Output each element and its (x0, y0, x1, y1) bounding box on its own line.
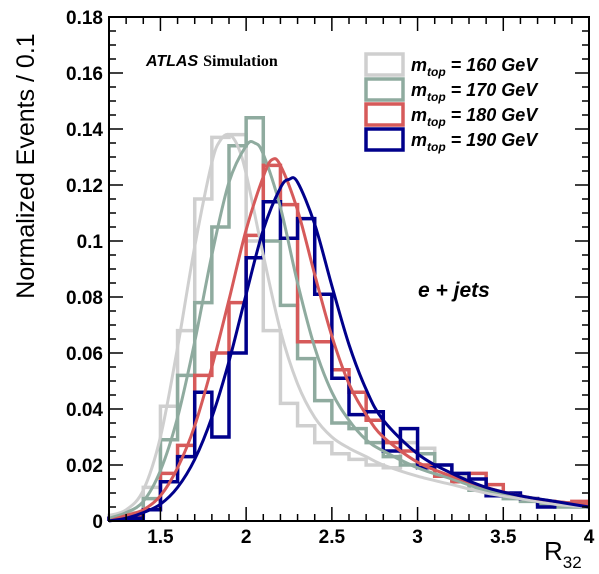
x-tick-label: 4 (584, 527, 595, 548)
legend-label: mtop = 170 GeV (411, 80, 539, 104)
legend-label: mtop = 160 GeV (411, 55, 539, 79)
legend-label-subscript: top (427, 90, 446, 104)
atlas-label: ATLAS (145, 53, 198, 70)
legend-swatch (364, 102, 405, 127)
legend-swatch (364, 127, 405, 152)
legend-label-value: = 180 GeV (446, 105, 540, 125)
legend-item-1: mtop = 160 GeV (364, 52, 539, 79)
axis-tick-labels: 1.5 2 2.5 3 3.5 4 0 0.02 0.04 0.06 0.08 0.1 0.12 0.14… (66, 8, 595, 548)
y-tick-label: 0.12 (66, 176, 103, 197)
x-tick-label: 1.5 (147, 527, 174, 548)
fit-curve-series-4 (108, 176, 590, 523)
fit-curve-series-2 (108, 139, 590, 520)
x-axis-label-main: R (544, 536, 563, 566)
x-tick-label: 2 (241, 527, 252, 548)
legend-label: mtop = 180 GeV (411, 105, 539, 129)
y-tick-label: 0.16 (66, 64, 103, 85)
legend-label-value: = 190 GeV (446, 130, 540, 150)
y-axis-label: Normalized Events / 0.1 (12, 33, 40, 298)
legend-label-subscript: top (427, 140, 446, 154)
axis-ticks (109, 16, 589, 522)
plot-curves (107, 116, 590, 523)
channel-annotation: e + jets (418, 279, 490, 302)
x-tick-label: 3 (412, 527, 423, 548)
experiment-label: ATLAS Simulation (145, 53, 278, 70)
legend-swatch (364, 52, 405, 77)
legend-label-main: m (411, 80, 427, 100)
legend-item-2: mtop = 170 GeV (364, 77, 539, 104)
legend-label-subscript: top (427, 115, 446, 129)
x-axis-label-subscript: 32 (563, 553, 582, 572)
y-tick-label: 0.1 (77, 232, 104, 253)
y-tick-label: 0.06 (66, 344, 103, 365)
legend-label: mtop = 190 GeV (411, 130, 539, 154)
legend-label-value: = 160 GeV (446, 55, 540, 75)
y-tick-label: 0.02 (66, 456, 103, 477)
y-tick-label: 0.08 (66, 288, 103, 309)
legend-label-main: m (411, 105, 427, 125)
simulation-label: Simulation (203, 53, 278, 70)
legend-label-value: = 170 GeV (446, 80, 540, 100)
legend-label-main: m (411, 55, 427, 75)
fit-curve-series-1 (108, 132, 590, 517)
legend-item-3: mtop = 180 GeV (364, 102, 539, 129)
legend-swatch (364, 77, 405, 102)
legend-item-4: mtop = 190 GeV (364, 127, 539, 154)
y-tick-label: 0.14 (66, 120, 103, 141)
x-tick-label: 2.5 (319, 527, 346, 548)
y-tick-label: 0 (92, 512, 103, 533)
y-tick-label: 0.18 (66, 8, 103, 29)
legend-label-main: m (411, 130, 427, 150)
histogram-series-4 (107, 200, 589, 521)
legend-label-subscript: top (427, 65, 446, 79)
x-axis-label: R32 (544, 536, 582, 572)
x-tick-label: 3.5 (490, 527, 517, 548)
y-tick-label: 0.04 (66, 400, 103, 421)
